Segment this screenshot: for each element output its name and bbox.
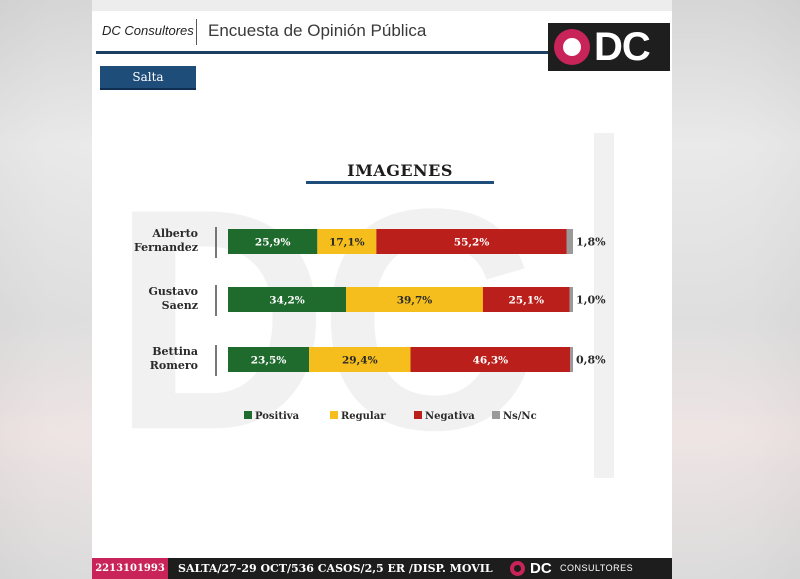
header-brand: DC Consultores xyxy=(102,23,194,38)
legend-label: Regular xyxy=(341,411,386,422)
bar-segment-nsnc xyxy=(569,287,573,312)
data-label: 25,1% xyxy=(508,295,544,307)
dc-watermark: DC xyxy=(112,142,535,496)
data-label: 23,5% xyxy=(251,355,287,367)
legend-swatch xyxy=(244,411,252,419)
header-title: Encuesta de Opinión Pública xyxy=(208,21,427,40)
legend-label: Ns/Nc xyxy=(503,411,537,422)
legend-swatch xyxy=(414,411,422,419)
category-label-line: Alberto xyxy=(151,227,198,240)
region-tab: Salta xyxy=(100,66,196,88)
data-label: 34,2% xyxy=(269,295,305,307)
data-label: 1,0% xyxy=(576,294,606,307)
chart-title: IMAGENES xyxy=(347,161,453,180)
category-label: Gustavo Saenz xyxy=(148,285,198,312)
legend-label: Negativa xyxy=(425,411,475,422)
footer-logo-dc: DC xyxy=(530,560,552,577)
logo-circle-icon xyxy=(554,29,590,65)
bar-segment-nsnc xyxy=(566,229,573,254)
bar-segment-positiva xyxy=(228,229,318,254)
data-label: 39,7% xyxy=(397,295,433,307)
legend-swatch xyxy=(330,411,338,419)
category-label-line: Fernandez xyxy=(134,241,198,254)
slide: DC DC Consultores Encuesta de Opinión Pú… xyxy=(92,11,672,579)
data-label: 0,8% xyxy=(576,354,606,367)
footer-survey-info: SALTA/27-29 OCT/536 CASOS/2,5 ER /DISP. … xyxy=(178,562,493,575)
category-label-line: Romero xyxy=(150,359,198,372)
data-label: 1,8% xyxy=(576,236,606,249)
legend-label: Positiva xyxy=(255,411,300,422)
category-label-line: Saenz xyxy=(162,299,198,312)
bar-segment-nsnc xyxy=(570,347,573,372)
footer-logo-circle-icon xyxy=(510,561,525,576)
header-divider xyxy=(196,19,197,45)
footer-bar: 2213101993 SALTA/27-29 OCT/536 CASOS/2,5… xyxy=(92,558,672,579)
background-blur-right xyxy=(672,0,800,579)
bar-segment-negativa xyxy=(482,287,570,312)
watermark-bar xyxy=(594,133,614,478)
dc-logo: DC xyxy=(548,23,670,71)
data-label: 17,1% xyxy=(329,237,365,249)
legend-swatch xyxy=(492,411,500,419)
category-label-line: Bettina xyxy=(152,345,198,358)
chart-title-underline xyxy=(306,181,494,184)
data-label: 25,9% xyxy=(255,237,291,249)
bar-segment-negativa xyxy=(376,229,567,254)
header-rule xyxy=(96,51,548,54)
bar-segment-regular xyxy=(309,347,411,372)
bar-segment-negativa xyxy=(410,347,571,372)
data-label: 29,4% xyxy=(342,355,378,367)
bar-segment-positiva xyxy=(228,287,346,312)
bar-segment-regular xyxy=(317,229,377,254)
footer-logo-text: CONSULTORES xyxy=(560,563,634,573)
bar-segment-regular xyxy=(345,287,483,312)
category-label: Bettina Romero xyxy=(150,345,198,372)
data-label: 46,3% xyxy=(473,355,509,367)
stacked-bar-chart: Alberto Fernandez 25,9% 17,1% 55,2% 1,8% Gusta… xyxy=(134,227,606,422)
category-label: Alberto Fernandez xyxy=(134,227,198,254)
logo-text: DC xyxy=(594,25,651,69)
footer-phone: 2213101993 xyxy=(92,558,168,579)
background-blur-left xyxy=(0,0,92,579)
data-label: 55,2% xyxy=(454,237,490,249)
bar-segment-positiva xyxy=(228,347,310,372)
category-label-line: Gustavo xyxy=(148,285,198,298)
